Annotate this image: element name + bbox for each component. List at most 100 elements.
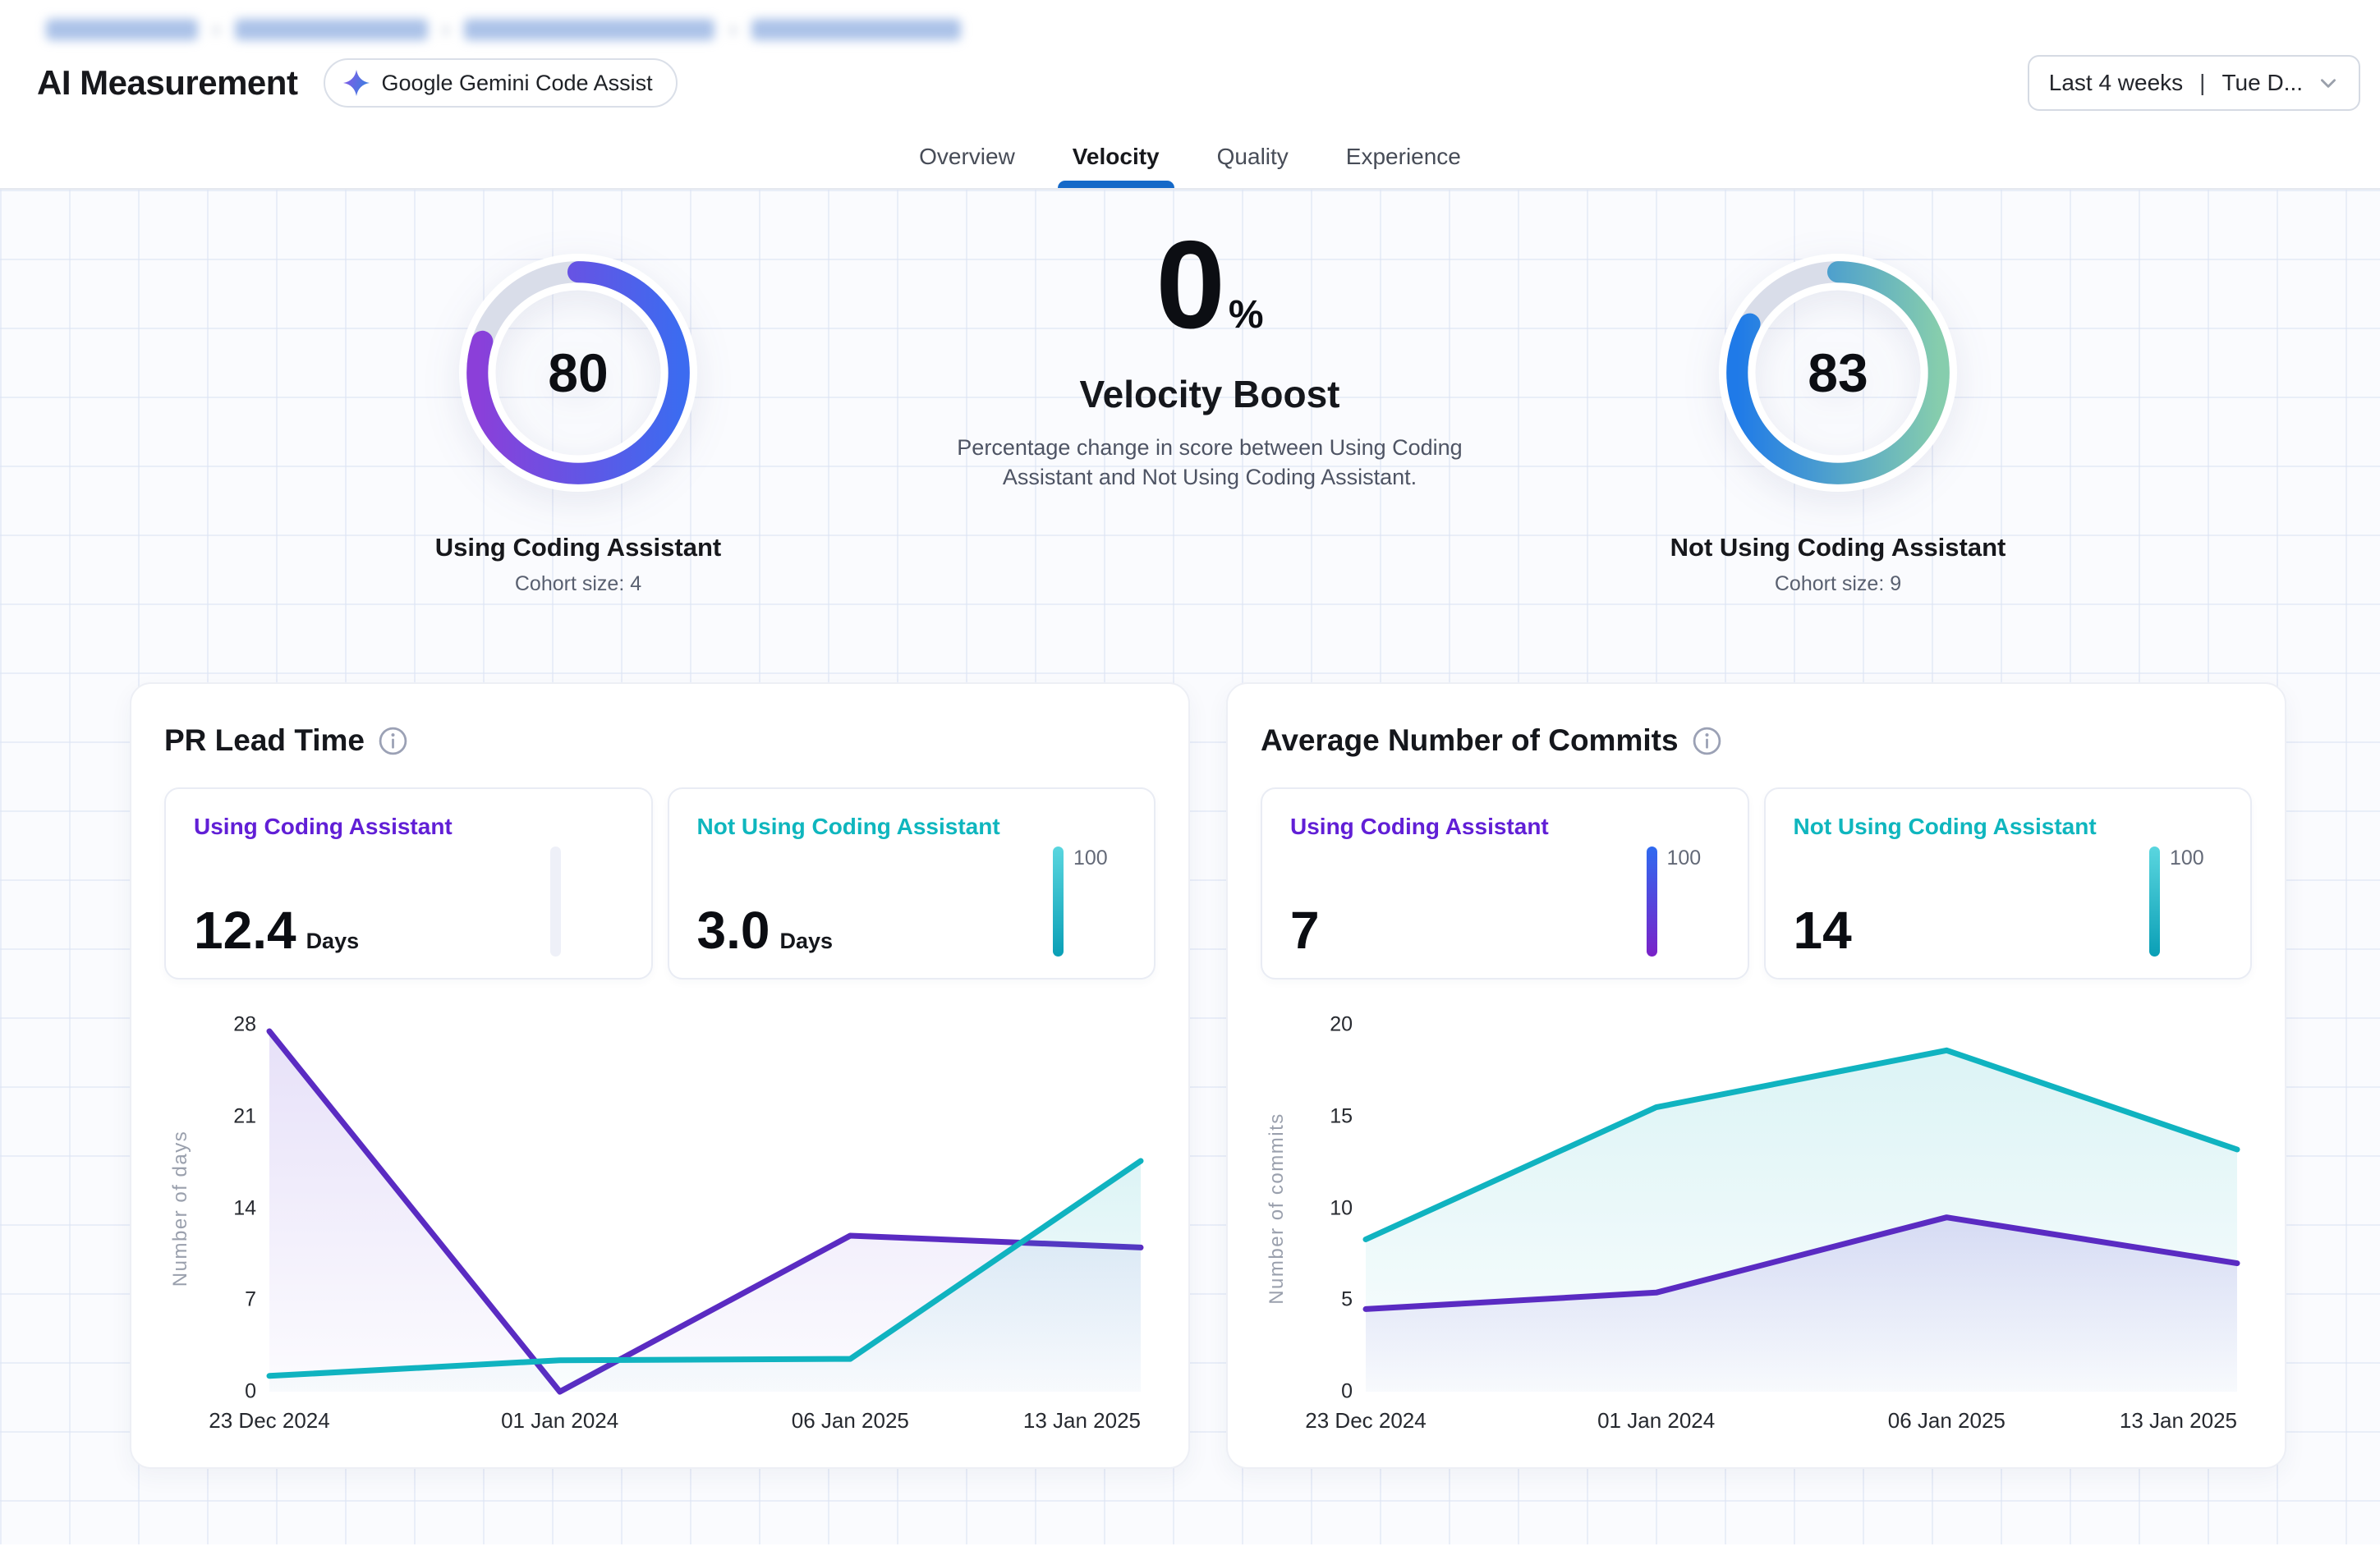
- breadcrumb-redacted-segment[interactable]: [464, 18, 715, 40]
- score-bar-pill: [1646, 847, 1657, 957]
- x-tick-label: 23 Dec 2024: [209, 1408, 330, 1433]
- date-range-separator: |: [2199, 70, 2206, 95]
- breadcrumb-redacted-segment[interactable]: [234, 18, 428, 40]
- charts-row: PR Lead Time Using Coding Assistant 12.4 D…: [0, 682, 2380, 1469]
- title-row: AI Measurement Google Gemini Code Assist…: [0, 42, 2380, 111]
- x-tick-label: 23 Dec 2024: [1305, 1408, 1427, 1433]
- breadcrumb-redacted-segment[interactable]: [751, 18, 962, 40]
- legend-card: Not Using Coding Assistant 3.0 Days 100: [667, 787, 1156, 980]
- gemini-spark-icon: [343, 70, 370, 96]
- main-content: 80 Using Coding Assistant Cohort size: 4…: [0, 190, 2380, 1544]
- score-bar: 100: [1646, 847, 1720, 957]
- tab-overview[interactable]: Overview: [911, 132, 1023, 188]
- gauge-value: 80: [548, 342, 609, 403]
- series-line-0: [1362, 1047, 2240, 1242]
- tab-label: Experience: [1345, 144, 1461, 169]
- legend-card-label: Using Coding Assistant: [194, 814, 453, 839]
- gemini-chip-label: Google Gemini Code Assist: [381, 70, 653, 95]
- legend-row: Using Coding Assistant 7 100 Not Using Codi…: [1261, 787, 2252, 980]
- x-tick-label: 01 Jan 2024: [1597, 1408, 1716, 1433]
- legend-card-value-row: 7 100: [1290, 847, 1720, 957]
- tab-label: Quality: [1216, 144, 1289, 169]
- velocity-boost-title: Velocity Boost: [1079, 373, 1340, 415]
- card-title: PR Lead Time: [164, 723, 365, 757]
- date-range-dropdown[interactable]: Last 4 weeks | Tue D...: [2027, 55, 2360, 111]
- tab-label: Overview: [919, 144, 1015, 169]
- card-title-row: PR Lead Time: [164, 715, 1156, 758]
- velocity-boost-block: 0 % Velocity Boost Percentage change in …: [902, 223, 1518, 493]
- gauge-not-using-assistant: 83: [1719, 254, 1957, 492]
- legend-card-unit: Days: [306, 929, 360, 953]
- pr-lead-time-card: PR Lead Time Using Coding Assistant 12.4 D…: [130, 682, 1190, 1469]
- legend-card-label: Not Using Coding Assistant: [696, 814, 1000, 839]
- card-title-row: Average Number of Commits: [1261, 715, 2252, 758]
- y-tick-label: 14: [233, 1196, 256, 1219]
- score-bar: 100: [1053, 847, 1126, 957]
- tab-velocity[interactable]: Velocity: [1057, 132, 1174, 188]
- avg-commits-card: Average Number of Commits Using Coding A…: [1226, 682, 2286, 1469]
- score-bar-max-label: 100: [2170, 847, 2204, 869]
- score-bar-pill: [1053, 847, 1064, 957]
- tab-experience[interactable]: Experience: [1338, 132, 1469, 188]
- score-bar-max-label: 100: [1073, 847, 1108, 869]
- y-axis-title: Number of commits: [1266, 1112, 1288, 1305]
- tab-quality[interactable]: Quality: [1209, 132, 1297, 188]
- legend-card-value-row: 3.0 Days 100: [697, 847, 1127, 957]
- legend-card: Using Coding Assistant 12.4 Days: [164, 787, 653, 980]
- y-tick-label: 20: [1330, 1012, 1353, 1036]
- breadcrumb: › › ›: [0, 0, 2380, 42]
- gemini-code-assist-chip[interactable]: Google Gemini Code Assist: [324, 58, 678, 108]
- legend-card-label: Not Using Coding Assistant: [1793, 814, 2097, 839]
- breadcrumb-separator: ›: [442, 16, 450, 41]
- gauge-using-assistant: 80: [459, 254, 697, 492]
- score-bar-pill: [549, 847, 561, 957]
- series-area-1: [269, 1161, 1141, 1392]
- breadcrumb-separator: ›: [729, 16, 737, 41]
- pr-lead-time-chart: 0 7 14 21 28 23 Dec 2024 01 Jan 2024 06 Jan 202…: [164, 988, 1156, 1443]
- score-bar-max-label: [571, 847, 623, 957]
- breadcrumb-separator: ›: [213, 16, 220, 41]
- info-icon[interactable]: [378, 726, 408, 756]
- y-tick-label: 28: [233, 1012, 256, 1036]
- y-tick-label: 0: [245, 1379, 256, 1403]
- velocity-boost-description: Percentage change in score between Using…: [957, 435, 1463, 490]
- legend-row: Using Coding Assistant 12.4 Days Not Using …: [164, 787, 1156, 980]
- date-range-label: Last 4 weeks: [2048, 70, 2184, 95]
- tabs-bar: Overview Velocity Quality Experience: [0, 132, 2380, 190]
- cohort-size: Cohort size: 9: [1774, 572, 1902, 595]
- legend-card-value-row: 12.4 Days: [194, 847, 623, 957]
- page-title: AI Measurement: [37, 63, 298, 102]
- chart-canvas: [266, 1028, 1144, 1395]
- x-tick-label: 06 Jan 2025: [1887, 1408, 2006, 1433]
- series-line-1: [1362, 1214, 2240, 1312]
- legend-card-value: 12.4 Days: [194, 901, 360, 960]
- x-tick-label: 13 Jan 2025: [2119, 1408, 2237, 1433]
- score-not-using-assistant: 83 Not Using Coding Assistant Cohort siz…: [1608, 254, 2068, 596]
- y-tick-label: 21: [233, 1104, 256, 1128]
- y-axis-title: Number of days: [169, 1130, 191, 1287]
- breadcrumb-redacted-segment[interactable]: [46, 18, 198, 40]
- legend-card: Not Using Coding Assistant 14 100: [1763, 787, 2252, 980]
- x-tick-label: 06 Jan 2025: [791, 1408, 909, 1433]
- velocity-boost-value-row: 0 %: [902, 223, 1518, 347]
- x-tick-label: 13 Jan 2025: [1022, 1408, 1141, 1433]
- x-tick-label: 01 Jan 2024: [501, 1408, 619, 1433]
- velocity-boost-value: 0: [1156, 215, 1225, 355]
- velocity-score-section: 80 Using Coding Assistant Cohort size: 4…: [0, 190, 2380, 682]
- series-line-1: [266, 1158, 1144, 1379]
- score-bar-max-label: 100: [1666, 847, 1702, 869]
- info-icon[interactable]: [1692, 726, 1722, 756]
- legend-card-label: Using Coding Assistant: [1290, 814, 1549, 839]
- page-header: › › › AI Measurement Google Gemini Code As…: [0, 0, 2380, 190]
- gauge-value: 83: [1808, 342, 1868, 403]
- score-bar: [549, 847, 623, 957]
- active-tab-underline: [1057, 181, 1174, 188]
- y-tick-label: 0: [1341, 1379, 1353, 1403]
- score-bar-pill: [2149, 847, 2160, 957]
- legend-card: Using Coding Assistant 7 100: [1261, 787, 1749, 980]
- legend-card-value-row: 14 100: [1794, 847, 2223, 957]
- card-title: Average Number of Commits: [1261, 723, 1679, 757]
- series-line-0: [266, 1028, 1144, 1395]
- legend-card-value: 14: [1793, 901, 1852, 960]
